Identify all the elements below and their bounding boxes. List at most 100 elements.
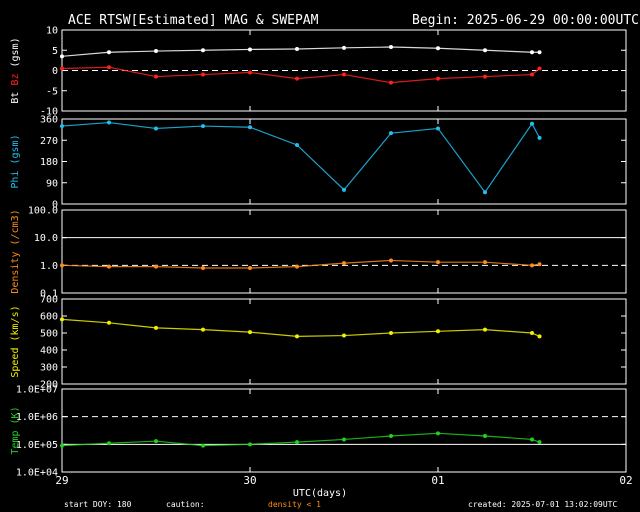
data-point xyxy=(537,66,542,71)
data-point xyxy=(436,431,440,436)
data-point xyxy=(530,121,534,126)
chart-panels: 10 5 0 -5 -10 Bt Bz (gsm) 360 270 180 90 0 Phi (gsm… xyxy=(10,26,633,488)
caution-label: caution: xyxy=(166,500,205,509)
data-point xyxy=(295,76,299,81)
data-point xyxy=(342,261,346,266)
x-axis-label: UTC(days) xyxy=(293,488,347,499)
data-point xyxy=(248,47,252,52)
data-point xyxy=(107,264,111,269)
y-tick-label: 400 xyxy=(40,346,58,357)
data-point xyxy=(483,327,487,332)
y-tick-label: 0 xyxy=(52,200,58,211)
panel-frame xyxy=(61,209,627,294)
begin-time: Begin: 2025-06-29 00:00:00UTC xyxy=(412,13,639,28)
y-tick-label: 90 xyxy=(46,178,58,189)
data-point xyxy=(201,327,205,332)
start-doy: start DOY: 180 xyxy=(64,500,132,509)
data-point xyxy=(483,74,487,79)
data-point xyxy=(342,187,346,192)
data-point xyxy=(342,333,346,338)
panel-density: 100.0 10.0 1.0 0.1 Density (/cm3) xyxy=(10,206,627,300)
data-point xyxy=(537,440,542,445)
y-tick-label: 300 xyxy=(40,363,58,374)
data-point xyxy=(295,264,299,269)
data-point xyxy=(60,263,64,268)
y-tick-label: 0.1 xyxy=(40,289,58,300)
data-point xyxy=(436,46,440,51)
data-point xyxy=(537,262,542,267)
data-point xyxy=(107,120,111,125)
data-point xyxy=(436,329,440,334)
y-tick-label: 700 xyxy=(40,295,58,306)
data-point xyxy=(389,80,393,85)
data-point xyxy=(389,45,393,50)
data-point xyxy=(201,124,205,129)
y-tick-label: 500 xyxy=(40,329,58,340)
y-axis-label: Phi (gsm) xyxy=(10,134,21,188)
y-axis-label: Bt Bz (gsm) xyxy=(10,37,21,103)
data-point xyxy=(389,258,393,263)
data-point xyxy=(154,49,158,54)
data-point xyxy=(201,443,205,448)
y-tick-label: 1.0E+05 xyxy=(16,440,58,451)
y-tick-label: 180 xyxy=(40,157,58,168)
data-point xyxy=(201,266,205,271)
data-point xyxy=(342,437,346,442)
data-point xyxy=(342,72,346,77)
series-line-phi xyxy=(61,121,541,194)
data-point xyxy=(248,330,252,335)
data-point xyxy=(107,65,111,70)
panel-mag: 10 5 0 -5 -10 Bt Bz (gsm) xyxy=(10,26,627,118)
data-point xyxy=(60,54,64,59)
chart-title: ACE RTSW[Estimated] MAG & SWEPAM xyxy=(68,13,319,28)
data-point xyxy=(154,74,158,79)
data-point xyxy=(483,190,487,195)
data-point xyxy=(436,76,440,81)
data-point xyxy=(60,66,64,71)
y-axis-label-part: (gsm) xyxy=(10,37,21,73)
data-point xyxy=(295,142,299,147)
data-point xyxy=(483,48,487,53)
data-point xyxy=(389,331,393,335)
panel-frame xyxy=(61,298,627,385)
data-point xyxy=(295,440,299,445)
y-tick-label: 10 xyxy=(46,26,58,37)
y-tick-label: 0 xyxy=(52,66,58,77)
y-tick-label: 270 xyxy=(40,136,58,147)
series-line-density xyxy=(61,259,540,269)
data-point xyxy=(342,45,346,50)
data-point xyxy=(107,441,111,446)
y-tick-label: 5 xyxy=(52,46,58,57)
y-tick-label: 100.0 xyxy=(28,206,58,217)
density-caution-note: density < 1 xyxy=(268,500,321,509)
data-point xyxy=(154,264,158,269)
y-tick-label: 1.0E+04 xyxy=(16,468,58,479)
series-line-bt xyxy=(61,46,540,57)
y-tick-label: 200 xyxy=(40,380,58,391)
data-point xyxy=(107,50,111,55)
series-line-temp xyxy=(61,432,540,447)
panel-phi: 360 270 180 90 0 Phi (gsm) xyxy=(10,115,627,211)
y-axis-label-part: Bz xyxy=(10,74,21,92)
x-tick-label: 01 xyxy=(431,474,444,487)
data-point xyxy=(530,437,534,442)
data-point xyxy=(530,50,534,55)
x-tick-label: 29 xyxy=(55,474,68,487)
panel-frame xyxy=(61,388,627,473)
data-point xyxy=(295,47,299,52)
data-point xyxy=(436,126,440,131)
y-tick-label: 360 xyxy=(40,115,58,126)
data-point xyxy=(530,263,534,268)
data-point xyxy=(436,260,440,265)
panel-temp: 1.0E+07 1.0E+06 1.0E+05 1.0E+04 Temp (K) xyxy=(10,385,627,479)
data-point xyxy=(248,266,252,271)
y-axis-label: Temp (K) xyxy=(10,406,21,454)
x-tick-label: 30 xyxy=(243,474,256,487)
x-tick-label: 02 xyxy=(619,474,632,487)
y-tick-label: -5 xyxy=(46,86,58,97)
data-point xyxy=(530,331,534,335)
data-point xyxy=(154,325,158,330)
series-line-bz xyxy=(61,66,540,84)
created-time: created: 2025-07-01 13:02:09UTC xyxy=(468,500,617,509)
